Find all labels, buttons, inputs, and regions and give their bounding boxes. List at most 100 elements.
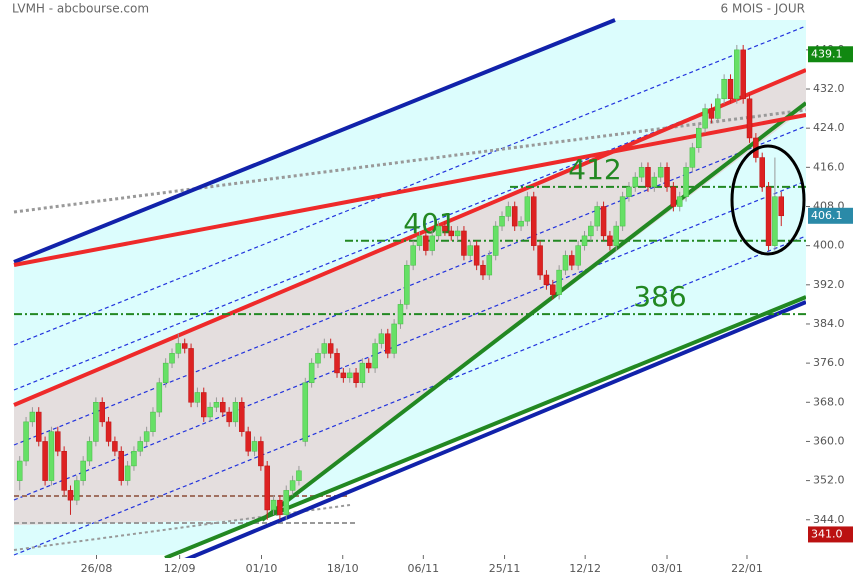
candle-body <box>702 108 708 129</box>
candle-body <box>600 206 607 237</box>
candle-body <box>626 186 632 197</box>
y-tick-label: 400.0 <box>813 239 845 252</box>
y-tick-label: 344.0 <box>813 513 845 526</box>
candle-body <box>727 78 734 100</box>
candle-body <box>181 343 188 349</box>
candle-body <box>435 225 442 237</box>
candle-body <box>264 465 270 511</box>
candle-body <box>74 480 80 501</box>
candle-body <box>594 206 600 227</box>
candle-body <box>708 108 715 119</box>
candle-body <box>448 230 454 237</box>
candle-body <box>499 216 505 227</box>
candle-body <box>334 353 340 374</box>
level-label: 401 <box>403 207 456 240</box>
candle-body <box>346 372 353 379</box>
candle-body <box>245 431 251 452</box>
candle-body <box>16 460 23 481</box>
candle-body <box>492 225 499 256</box>
candle-body <box>480 264 486 276</box>
highlight-circle <box>730 144 806 256</box>
y-tick-label: 376.0 <box>813 356 845 369</box>
price-tag <box>808 207 853 224</box>
candle-body <box>340 372 347 379</box>
candle-body <box>378 333 385 344</box>
candle-body <box>207 406 213 418</box>
candle-body <box>169 353 175 364</box>
x-tick-label: 26/08 <box>81 562 113 575</box>
candle-body <box>486 255 493 276</box>
candle-body <box>302 382 309 442</box>
candle-body <box>289 480 296 491</box>
candle-body <box>143 431 150 442</box>
y-tick-label: 352.0 <box>813 474 845 487</box>
price-tag-label: 341.0 <box>811 527 843 540</box>
price-tag <box>808 526 853 543</box>
candle-body <box>588 225 594 237</box>
green-trend <box>260 101 808 522</box>
candle-body <box>385 333 391 354</box>
chart-title: LVMH - abcbourse.com <box>12 2 149 16</box>
candle-body <box>543 274 550 286</box>
y-tick-label: 392.0 <box>813 278 845 291</box>
candle-body <box>55 431 61 452</box>
candle-body <box>765 186 772 246</box>
candle-body <box>607 235 613 246</box>
candle-body <box>657 167 664 178</box>
candle-body <box>467 245 474 256</box>
candle-body <box>150 411 156 432</box>
candle-body <box>740 49 746 100</box>
candle-body <box>696 127 702 149</box>
candle-body <box>156 382 163 413</box>
candle-body <box>296 470 302 481</box>
blue-trend <box>13 18 616 264</box>
candle-body <box>391 323 397 354</box>
candle-body <box>556 269 562 295</box>
candle-body <box>511 206 518 227</box>
x-tick-label: 18/10 <box>327 562 359 575</box>
candle-body <box>746 98 753 139</box>
candle-body <box>239 402 245 432</box>
dashed-channel-lines <box>13 25 807 556</box>
candle-body <box>194 392 201 403</box>
level-label: 386 <box>633 280 686 313</box>
candle-body <box>537 245 543 276</box>
candle-body <box>315 353 321 364</box>
candle-body <box>410 245 416 266</box>
candle-body <box>23 421 29 462</box>
candle-body <box>366 362 372 369</box>
candle-body <box>429 235 435 251</box>
candle-body <box>99 402 105 423</box>
candle-body <box>283 490 289 516</box>
price-tag-label: 406.1 <box>811 209 843 222</box>
candle-body <box>461 230 467 256</box>
candle-body <box>277 499 283 516</box>
candle-body <box>226 411 232 423</box>
chart-subtitle: 6 MOIS - JOUR <box>721 2 805 16</box>
candle-body <box>48 431 55 481</box>
candle-body <box>632 176 639 188</box>
candle-body <box>258 441 264 467</box>
candle-body <box>581 235 588 246</box>
candle-body <box>162 362 169 383</box>
candle-body <box>353 372 359 383</box>
y-tick-label: 360.0 <box>813 434 845 447</box>
candle-body <box>201 392 207 418</box>
y-tick-label: 432.0 <box>813 82 845 95</box>
candle-body <box>619 196 626 227</box>
candle-body <box>721 78 727 100</box>
x-tick-label: 25/11 <box>489 562 521 575</box>
y-tick-label: 368.0 <box>813 395 845 408</box>
candle-body <box>505 206 512 217</box>
price-tag <box>808 46 853 63</box>
candle-body <box>734 49 740 100</box>
candle-body <box>664 167 670 188</box>
candle-body <box>473 245 480 266</box>
candle-body <box>124 465 131 481</box>
x-tick-label: 01/10 <box>246 562 278 575</box>
candle-body <box>29 411 36 423</box>
red-trend <box>13 113 807 267</box>
candle-body <box>454 230 461 237</box>
candle-body <box>404 264 410 305</box>
